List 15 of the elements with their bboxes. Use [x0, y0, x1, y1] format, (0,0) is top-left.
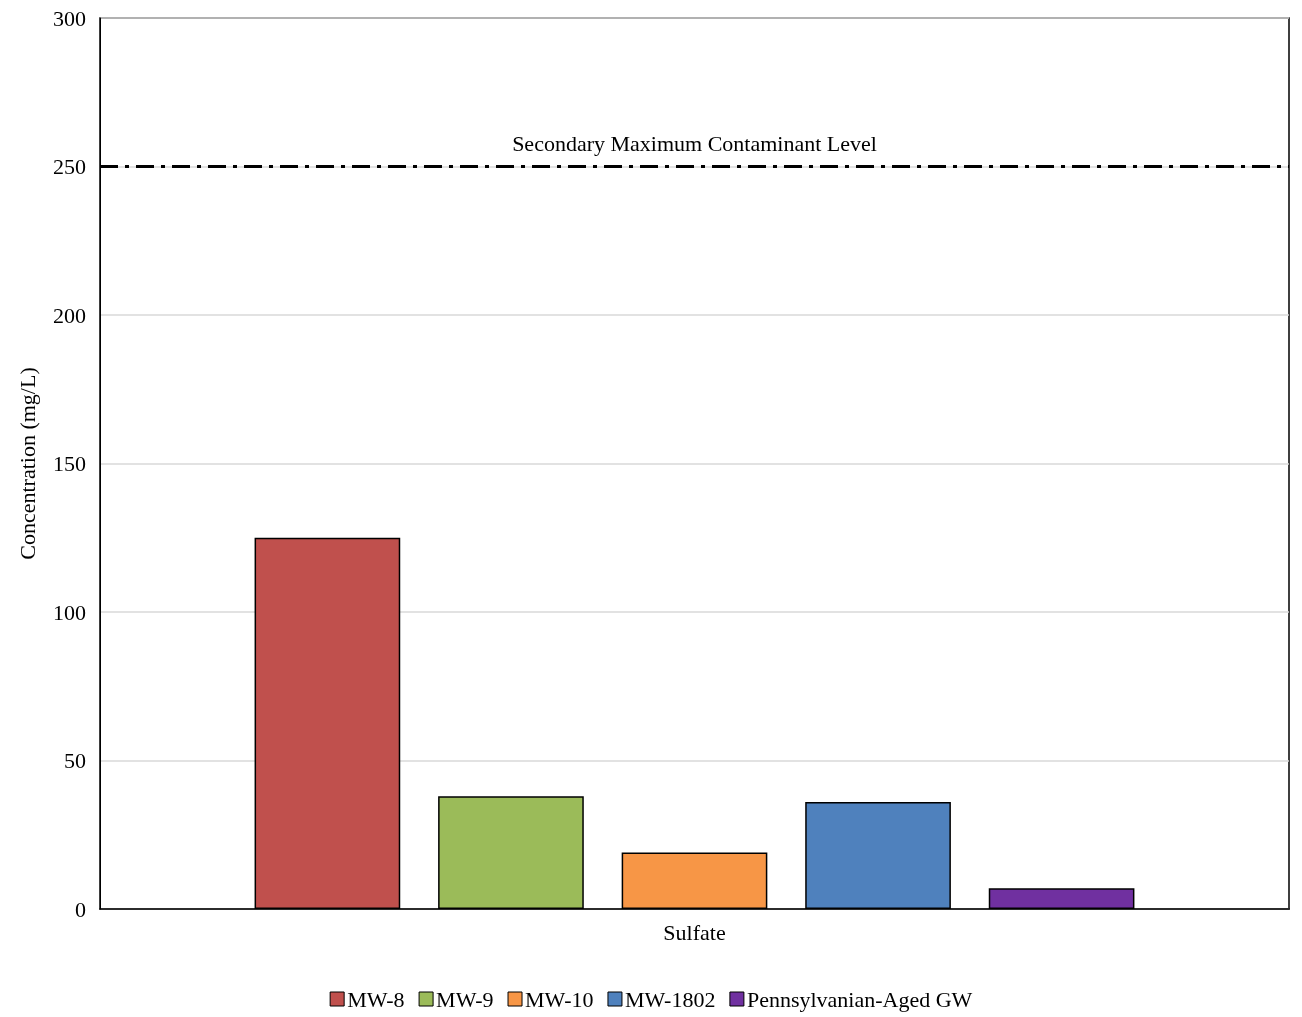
y-tick-label: 200 [53, 302, 86, 328]
y-axis-title: Concentration (mg/L) [14, 367, 40, 560]
y-tick-label: 0 [75, 896, 86, 922]
legend-label: MW-1802 [624, 986, 716, 1012]
y-tick-label: 250 [53, 154, 86, 179]
y-tick-label: 50 [64, 748, 86, 773]
legend-label: MW-9 [436, 986, 494, 1012]
y-tick-label: 100 [53, 599, 86, 625]
x-tick-label: Sulfate [663, 919, 726, 945]
legend-label: MW-8 [347, 986, 405, 1012]
ref-line-label: Secondary Maximum Contaminant Level [512, 131, 877, 156]
legend-label: MW-10 [525, 986, 594, 1012]
legend-label: Pennsylvanian-Aged GW [746, 986, 973, 1012]
y-tick-label: 150 [53, 451, 86, 476]
y-tick-label: 300 [53, 5, 86, 31]
